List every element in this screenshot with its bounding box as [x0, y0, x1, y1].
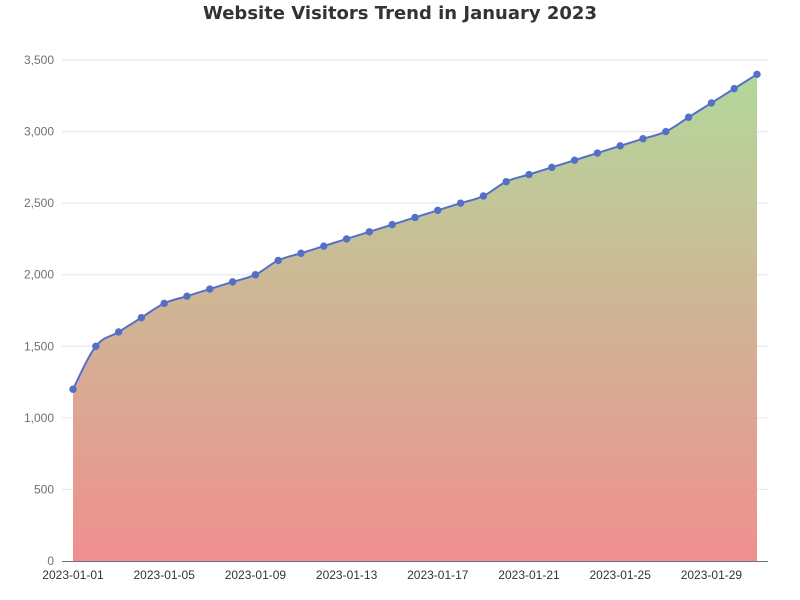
- data-point[interactable]: [639, 135, 647, 143]
- chart-title: Website Visitors Trend in January 2023: [203, 3, 597, 24]
- data-point[interactable]: [251, 271, 260, 279]
- y-tick-label: 3,000: [24, 125, 54, 139]
- data-point[interactable]: [730, 84, 738, 93]
- data-point[interactable]: [297, 249, 305, 257]
- data-point[interactable]: [753, 70, 761, 79]
- y-tick-label: 2,000: [24, 268, 54, 282]
- x-tick-label: 2023-01-13: [316, 568, 378, 582]
- x-axis-labels: 2023-01-01 2023-01-05 2023-01-09 2023-01-13…: [42, 568, 742, 582]
- area-fill: [73, 74, 757, 562]
- data-point[interactable]: [388, 220, 396, 229]
- data-point[interactable]: [616, 142, 624, 150]
- y-axis-labels: 0 500 1,000 1,500 2,000 2,500 3,000 3,500: [24, 53, 54, 568]
- data-point[interactable]: [662, 127, 670, 136]
- data-point[interactable]: [69, 385, 77, 393]
- area-fill-shape: [73, 74, 757, 562]
- y-tick-label: 0: [47, 554, 54, 568]
- x-tick-label: 2023-01-09: [225, 568, 287, 582]
- x-tick-label: 2023-01-21: [498, 568, 560, 582]
- x-tick-label: 2023-01-17: [407, 568, 469, 582]
- x-tick-label: 2023-01-01: [42, 568, 104, 582]
- data-point[interactable]: [137, 313, 146, 322]
- y-tick-label: 2,500: [24, 196, 54, 210]
- data-point[interactable]: [183, 292, 191, 300]
- x-tick-label: 2023-01-25: [590, 568, 652, 582]
- x-tick-label: 2023-01-29: [681, 568, 743, 582]
- data-point[interactable]: [92, 342, 100, 350]
- data-point[interactable]: [228, 278, 237, 286]
- data-point[interactable]: [274, 256, 282, 265]
- data-point[interactable]: [479, 192, 488, 200]
- data-point[interactable]: [456, 199, 465, 207]
- x-tick-label: 2023-01-05: [134, 568, 196, 582]
- data-point[interactable]: [548, 163, 556, 172]
- data-point[interactable]: [320, 242, 328, 250]
- data-point[interactable]: [114, 328, 123, 336]
- data-point[interactable]: [502, 177, 510, 186]
- data-point[interactable]: [411, 213, 419, 222]
- y-tick-label: 3,500: [24, 53, 54, 67]
- y-tick-label: 1,500: [24, 339, 54, 353]
- data-point[interactable]: [525, 170, 533, 179]
- data-point[interactable]: [342, 235, 351, 243]
- data-point[interactable]: [160, 299, 168, 308]
- y-tick-label: 500: [34, 482, 54, 496]
- data-point[interactable]: [593, 149, 602, 157]
- data-points: [69, 70, 761, 393]
- data-point[interactable]: [707, 99, 716, 107]
- data-point[interactable]: [365, 228, 374, 236]
- data-point[interactable]: [684, 113, 693, 121]
- data-point[interactable]: [206, 285, 214, 293]
- data-point[interactable]: [434, 206, 442, 215]
- data-point[interactable]: [570, 156, 579, 164]
- y-tick-label: 1,000: [24, 411, 54, 425]
